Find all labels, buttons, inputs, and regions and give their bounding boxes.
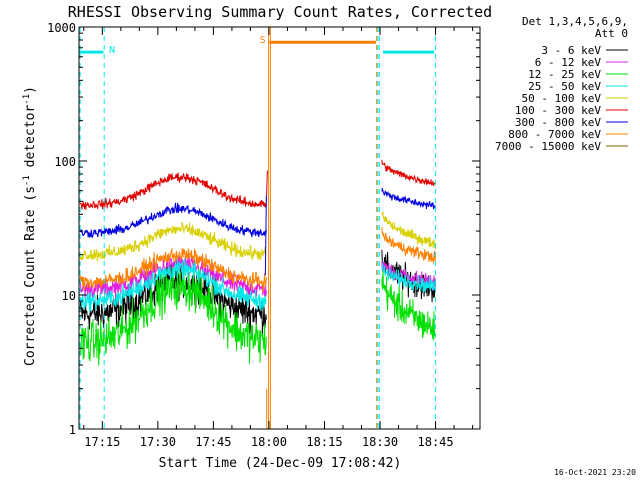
series-line-segment2 [381, 226, 437, 264]
x-tick-label: 17:30 [140, 435, 176, 449]
series-line-segment1 [80, 202, 267, 239]
generation-timestamp: 16-Oct-2021 23:20 [554, 468, 636, 477]
x-tick-label: 18:45 [418, 435, 454, 449]
x-tick-label: 17:15 [84, 435, 120, 449]
x-tick-label: 18:00 [251, 435, 287, 449]
legend-entry-label: 7000 - 15000 keV [495, 140, 601, 153]
x-tick-label: 17:45 [195, 435, 231, 449]
legend-entry-label: 800 - 7000 keV [508, 128, 601, 141]
series-line-segment1 [79, 172, 267, 210]
y-axis-label-part: detector [23, 105, 38, 176]
saa-label: S [260, 35, 266, 46]
chart-title: RHESSI Observing Summary Count Rates, Co… [68, 3, 492, 21]
y-axis-label-sup: -1 [22, 175, 32, 186]
legend-entry-label: 300 - 800 keV [515, 116, 601, 129]
legend-entry-label: 6 - 12 keV [535, 56, 602, 69]
plot-area [79, 159, 437, 366]
series-line-segment1 [79, 255, 267, 300]
x-tick-label: 18:15 [306, 435, 342, 449]
series-line-segment2 [381, 187, 436, 210]
series-line-segment1 [79, 221, 267, 261]
plot-overlay: NS [78, 26, 481, 430]
y-tick-label: 1 [69, 423, 76, 437]
y-tick-label: 10 [62, 289, 76, 303]
legend-entry-label: 50 - 100 keV [522, 92, 602, 105]
y-tick-label: 100 [54, 155, 76, 169]
legend-header-attenuator: Att 0 [595, 27, 628, 40]
series-line-segment2 [381, 268, 436, 341]
legend-entry-label: 12 - 25 keV [528, 68, 601, 81]
series-line-segment2 [381, 263, 437, 293]
legend-entry-label: 25 - 50 keV [528, 80, 601, 93]
series-line-segment2 [381, 211, 437, 250]
night-label: N [109, 45, 115, 56]
y-axis-label-part: Corrected Count Rate (s [23, 186, 38, 366]
series-spike [264, 195, 267, 276]
y-axis-label-sup: -1 [22, 94, 32, 105]
series-line-segment1 [79, 247, 267, 292]
legend-header-detectors: Det 1,3,4,5,6,9, [522, 15, 628, 28]
x-axis-label: Start Time (24-Dec-09 17:08:42) [159, 456, 402, 471]
y-axis-label-part: ) [23, 86, 38, 94]
plot-frame [78, 26, 481, 430]
x-axis: 17:15 17:30 17:45 18:00 18:15 18:30 18:45 [83, 27, 474, 449]
legend-entry-label: 3 - 6 keV [541, 44, 601, 57]
y-tick-label: 1000 [47, 21, 76, 35]
y-axis-label: Corrected Count Rate (s-1 detector-1) [22, 86, 38, 366]
x-tick-label: 18:30 [362, 435, 398, 449]
legend-entry-label: 100 - 300 keV [515, 104, 601, 117]
y-axis: 1 10 100 1000 [47, 21, 480, 437]
series-line-segment2 [381, 159, 436, 187]
series-line-segment1 [79, 258, 267, 313]
